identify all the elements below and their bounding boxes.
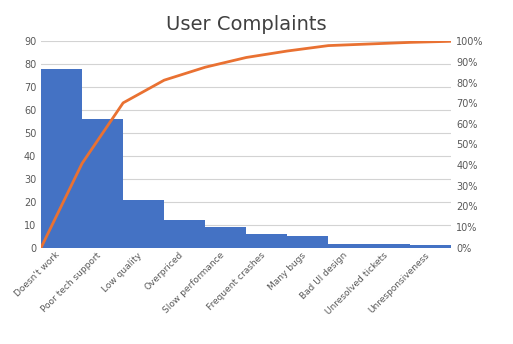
Bar [369,244,410,248]
Bar [123,200,164,248]
Bar [164,220,205,248]
Title: User Complaints: User Complaints [166,15,327,34]
Bar [328,244,369,248]
Bar [41,69,82,248]
Bar [205,227,246,248]
Bar [82,119,123,248]
Bar [246,234,287,248]
Bar [287,236,328,248]
Bar [410,245,451,248]
